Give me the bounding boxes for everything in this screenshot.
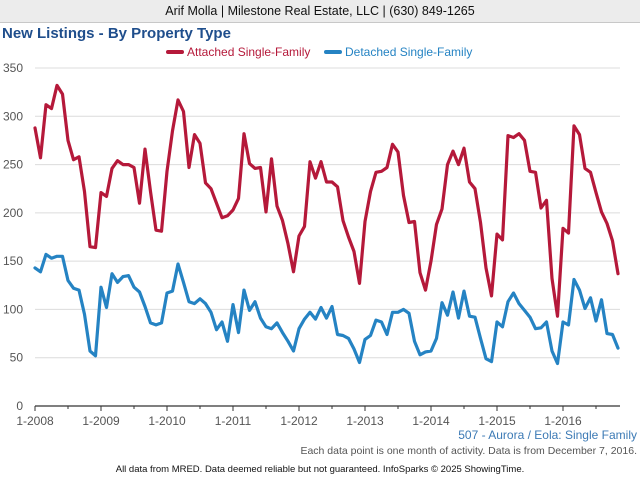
y-tick-label-350: 350: [3, 61, 23, 75]
activity-note: Each data point is one month of activity…: [300, 445, 637, 457]
y-tick-label-100: 100: [3, 302, 23, 316]
y-tick-label-300: 300: [3, 109, 23, 123]
y-tick-label-150: 150: [3, 254, 23, 268]
y-tick-label-0: 0: [16, 399, 23, 413]
x-tick-label-1-2008: 1-2008: [16, 414, 54, 428]
agent-banner: Arif Molla | Milestone Real Estate, LLC …: [0, 0, 640, 23]
gridlines: [35, 67, 620, 359]
x-tick-label-1-2014: 1-2014: [412, 414, 450, 428]
y-tick-label-250: 250: [3, 158, 23, 172]
y-tick-label-200: 200: [3, 206, 23, 220]
axes: 0 50 100 150 200 250 300 350 1-2008 1-2009 1-2010 1…: [3, 61, 620, 428]
x-tick-label-1-2012: 1-2012: [280, 414, 318, 428]
legend: Attached Single-Family Detached Single-Fa…: [166, 45, 472, 59]
region-label: 507 - Aurora / Eola: Single Family: [458, 428, 637, 442]
series-line-attached: [33, 83, 620, 318]
y-tick-label-50: 50: [10, 351, 24, 365]
disclaimer: All data from MRED. Data deemed reliable…: [115, 464, 525, 475]
chart-title: New Listings - By Property Type: [2, 25, 231, 42]
series-lines: [33, 83, 620, 366]
x-tick-label-1-2013: 1-2013: [346, 414, 384, 428]
series-line-detached: [33, 252, 620, 366]
legend-label-attached: Attached Single-Family: [187, 45, 310, 59]
x-tick-label-1-2009: 1-2009: [82, 414, 120, 428]
legend-label-detached: Detached Single-Family: [345, 45, 472, 59]
x-tick-label-1-2016: 1-2016: [544, 414, 582, 428]
x-tick-label-1-2010: 1-2010: [148, 414, 186, 428]
x-tick-label-1-2015: 1-2015: [478, 414, 516, 428]
x-tick-label-1-2011: 1-2011: [215, 414, 252, 428]
